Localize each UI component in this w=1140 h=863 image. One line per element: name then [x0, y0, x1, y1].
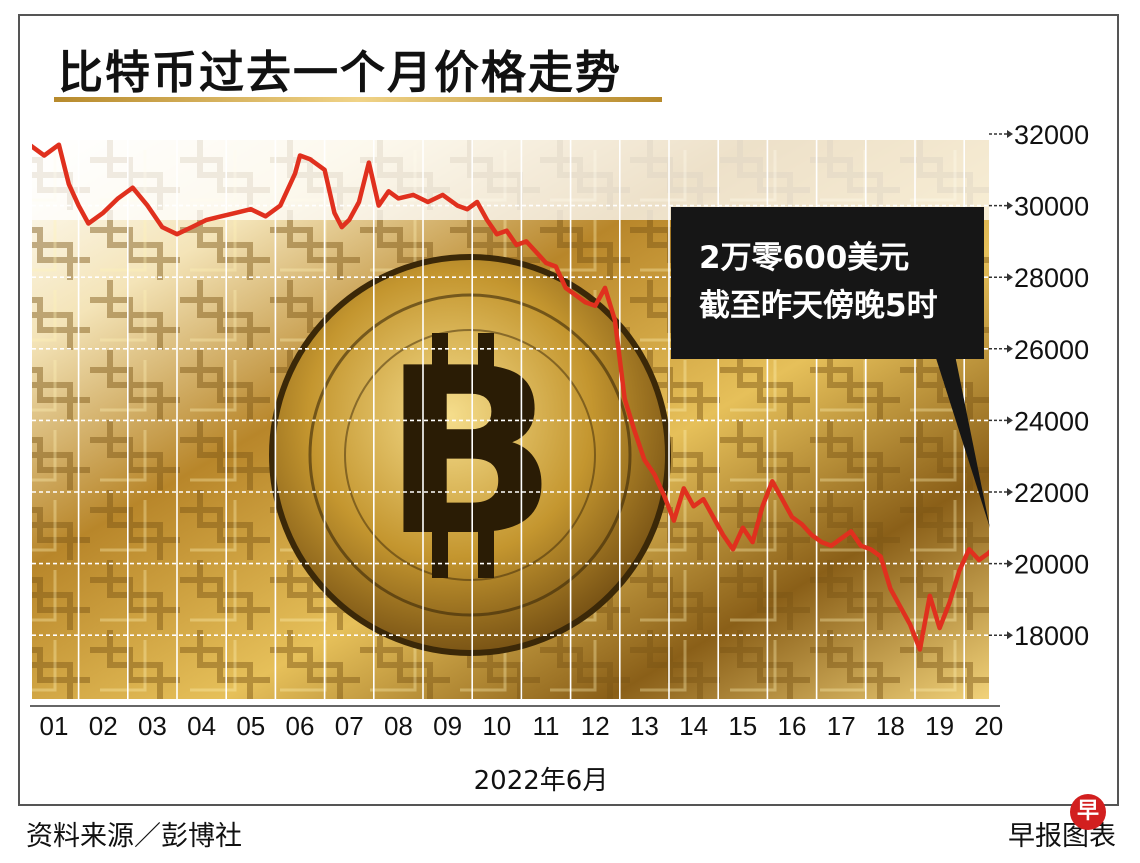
y-tick-arrow: [1007, 416, 1013, 425]
y-tick-label: 20000: [1014, 550, 1089, 580]
y-tick-label: 22000: [1014, 478, 1089, 508]
x-tick-label: 13: [630, 711, 659, 741]
price-callout: 2万零600美元 截至昨天傍晚5时: [671, 207, 984, 359]
y-tick-label: 24000: [1014, 406, 1089, 436]
y-tick-arrow: [1007, 559, 1013, 568]
y-tick-arrow: [1007, 273, 1013, 282]
svg-text:B: B: [382, 320, 557, 587]
callout-price: 2万零600美元: [699, 240, 910, 276]
x-axis-title: 2022年6月: [0, 760, 1140, 797]
y-tick-label: 32000: [1014, 120, 1089, 150]
y-tick-arrow: [1007, 201, 1013, 210]
chart-title: 比特币过去一个月价格走势: [58, 46, 623, 99]
x-tick-label: 09: [433, 711, 462, 741]
y-tick-arrow: [1007, 130, 1013, 138]
title-underline: [54, 97, 662, 102]
price-line: [32, 142, 989, 652]
x-axis: 01 02 03 04 05 06 07 08 09 10 11 12 13 14 15 16 17 18 19 20: [30, 705, 1003, 741]
y-tick-label: 28000: [1014, 263, 1089, 293]
x-tick-label: 03: [138, 711, 167, 741]
x-tick-label: 18: [876, 711, 905, 741]
bitcoin-coin-image: B: [269, 254, 671, 656]
x-tick-label: 12: [581, 711, 610, 741]
x-tick-label: 06: [286, 711, 315, 741]
x-tick-label: 19: [925, 711, 954, 741]
x-tick-label: 11: [533, 711, 560, 741]
x-tick-label: 04: [187, 711, 216, 741]
y-tick-arrow: [1007, 631, 1013, 640]
x-tick-label: 15: [728, 711, 757, 741]
y-tick-label: 30000: [1014, 192, 1089, 222]
right-gutter: [989, 140, 997, 699]
callout-pointer: [935, 355, 990, 528]
x-tick-label: 10: [482, 711, 511, 741]
x-tick-label: 16: [778, 711, 807, 741]
y-tick-arrow: [1007, 488, 1013, 496]
x-axis-title-text: 2022年6月: [473, 766, 609, 796]
price-series: [32, 142, 989, 652]
callout-time: 截至昨天傍晚5时: [699, 288, 938, 324]
x-tick-label: 20: [974, 711, 1003, 741]
y-tick-arrow: [1007, 344, 1013, 353]
x-tick-label: 05: [236, 711, 265, 741]
y-tick-label: 18000: [1014, 621, 1089, 651]
x-tick-label: 07: [335, 711, 364, 741]
x-tick-label: 01: [40, 711, 69, 741]
y-axis: 18000 20000 22000 24000 26000 28000 30000 32000: [989, 120, 1089, 651]
x-tick-label: 17: [827, 711, 856, 741]
x-tick-label: 14: [679, 711, 708, 741]
y-tick-label: 26000: [1014, 335, 1089, 365]
source-note: 资料来源／彭博社: [26, 821, 242, 852]
x-tick-label: 08: [384, 711, 413, 741]
zaobao-logo: 早: [1070, 794, 1106, 830]
x-tick-label: 02: [89, 711, 118, 741]
